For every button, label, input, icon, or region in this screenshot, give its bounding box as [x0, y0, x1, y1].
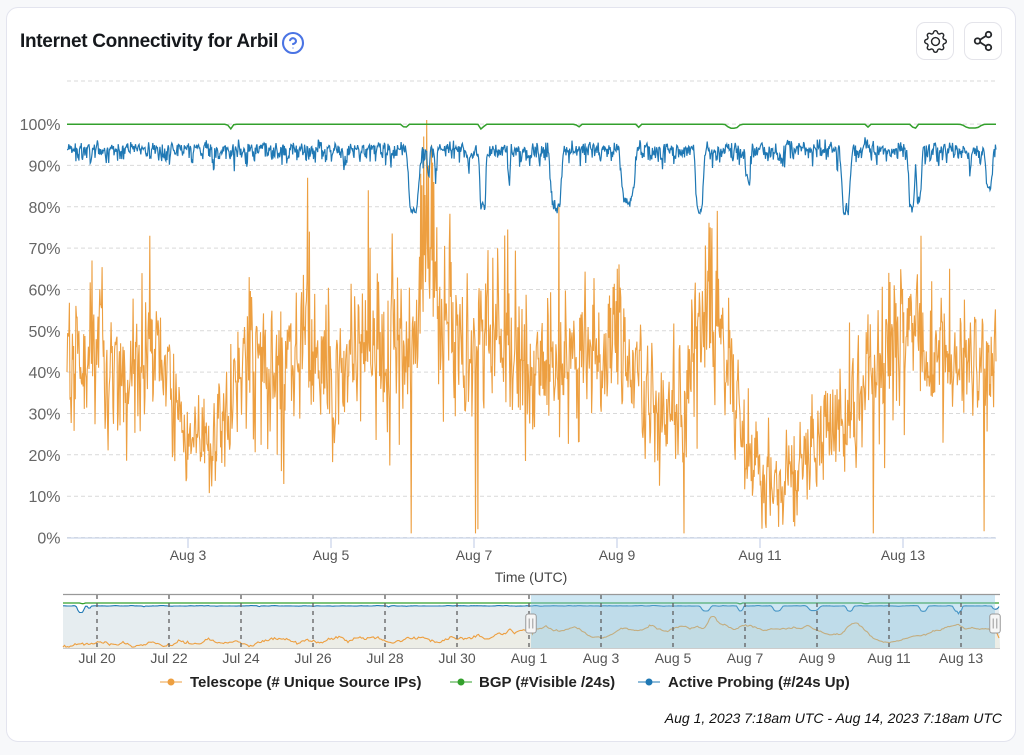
- svg-text:Aug 13: Aug 13: [939, 650, 984, 666]
- svg-text:BGP (#Visible /24s): BGP (#Visible /24s): [479, 674, 615, 691]
- svg-text:Time (UTC): Time (UTC): [495, 569, 568, 585]
- svg-text:Active Probing (#/24s Up): Active Probing (#/24s Up): [668, 674, 850, 691]
- svg-text:Aug 5: Aug 5: [655, 650, 692, 666]
- svg-text:Aug 11: Aug 11: [867, 650, 911, 666]
- svg-text:Aug 11: Aug 11: [738, 547, 782, 563]
- svg-text:Jul 26: Jul 26: [294, 650, 332, 666]
- svg-text:100%: 100%: [20, 117, 61, 134]
- svg-text:Aug 7: Aug 7: [456, 547, 493, 563]
- svg-text:Jul 28: Jul 28: [366, 650, 404, 666]
- svg-text:Aug 1, 2023 7:18am UTC - Aug 1: Aug 1, 2023 7:18am UTC - Aug 14, 2023 7:…: [664, 710, 1003, 726]
- svg-text:80%: 80%: [28, 200, 60, 217]
- svg-text:50%: 50%: [28, 324, 60, 341]
- svg-text:Jul 30: Jul 30: [438, 650, 476, 666]
- svg-text:Aug 3: Aug 3: [170, 547, 207, 563]
- svg-text:70%: 70%: [28, 241, 60, 258]
- svg-text:20%: 20%: [28, 448, 60, 465]
- svg-text:Jul 22: Jul 22: [150, 650, 188, 666]
- svg-text:Aug 1: Aug 1: [511, 650, 548, 666]
- svg-text:0%: 0%: [37, 531, 60, 548]
- svg-text:10%: 10%: [28, 489, 60, 506]
- svg-text:Aug 7: Aug 7: [727, 650, 764, 666]
- svg-text:Aug 5: Aug 5: [313, 547, 350, 563]
- svg-text:Aug 9: Aug 9: [799, 650, 836, 666]
- svg-text:90%: 90%: [28, 158, 60, 175]
- svg-text:30%: 30%: [28, 407, 60, 424]
- svg-text:Aug 13: Aug 13: [881, 547, 926, 563]
- svg-text:60%: 60%: [28, 283, 60, 300]
- svg-text:Telescope (# Unique Source IPs: Telescope (# Unique Source IPs): [190, 674, 421, 691]
- svg-text:Jul 20: Jul 20: [78, 650, 116, 666]
- svg-text:40%: 40%: [28, 365, 60, 382]
- svg-text:Jul 24: Jul 24: [222, 650, 260, 666]
- svg-text:Aug 9: Aug 9: [599, 547, 636, 563]
- svg-text:Aug 3: Aug 3: [583, 650, 620, 666]
